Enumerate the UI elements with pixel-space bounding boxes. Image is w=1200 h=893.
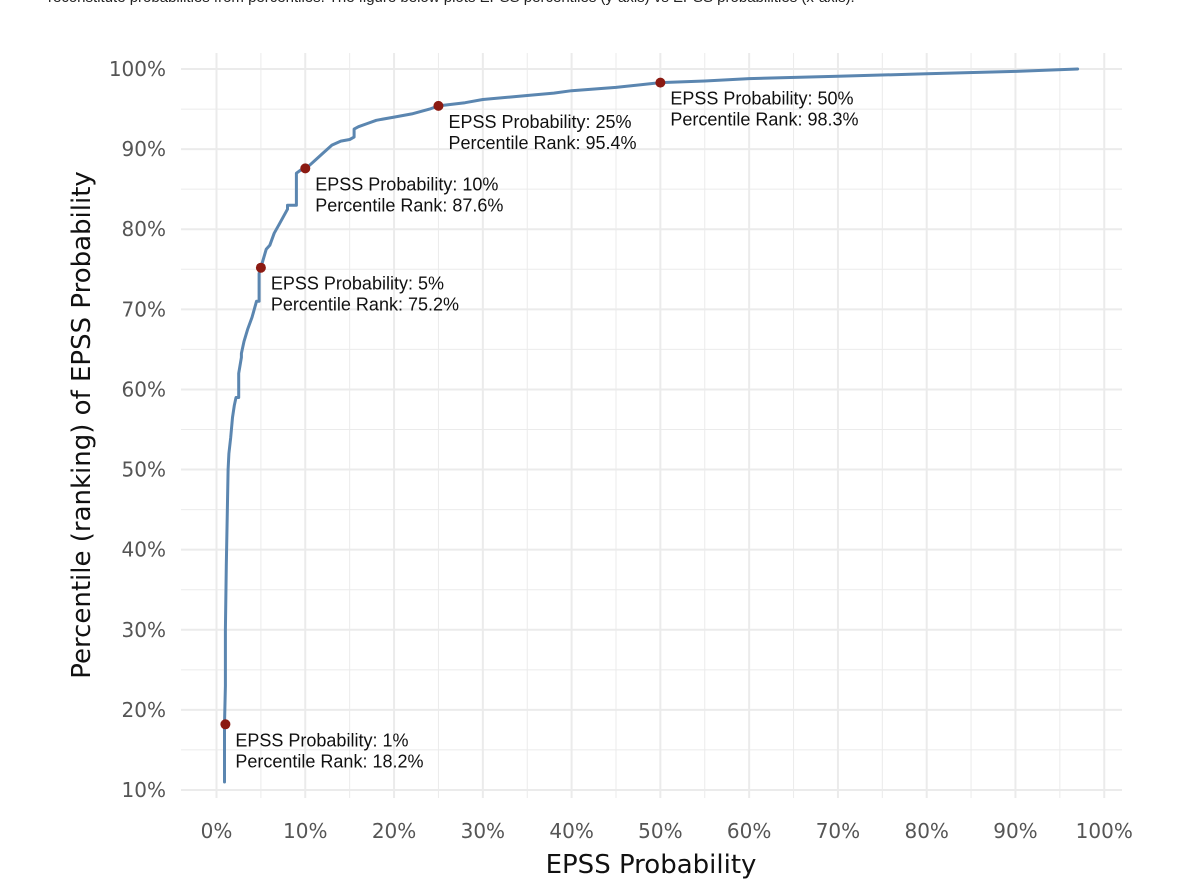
annotation-probability: EPSS Probability: 50% (670, 89, 853, 109)
annotation-percentile: Percentile Rank: 87.6% (315, 195, 503, 215)
figure-caption: reconstitute probabilities from percenti… (48, 0, 1168, 8)
x-axis-title: EPSS Probability (546, 850, 757, 880)
highlight-point (300, 163, 311, 174)
y-tick-label: 20% (122, 698, 166, 722)
annotation-probability: EPSS Probability: 5% (271, 274, 444, 294)
x-tick-label: 0% (201, 819, 233, 843)
annotation-probability: EPSS Probability: 1% (235, 730, 408, 750)
annotation-percentile: Percentile Rank: 98.3% (670, 110, 858, 130)
x-tick-label: 50% (638, 819, 682, 843)
y-tick-label: 30% (122, 618, 166, 642)
y-tick-label: 60% (122, 377, 166, 401)
tick-labels: 0% 10% 20% 30% 40% 50% 60% 70% 80% 90% 100% 10% 20% 3… (109, 57, 1133, 843)
x-tick-label: 90% (993, 819, 1037, 843)
highlight-point (433, 100, 444, 111)
annotation-percentile: Percentile Rank: 75.2% (271, 295, 459, 315)
highlight-point (255, 262, 266, 273)
x-tick-label: 60% (727, 819, 771, 843)
annotations: EPSS Probability: 1%Percentile Rank: 18.… (235, 89, 858, 772)
x-tick-label: 70% (816, 819, 860, 843)
annotation-percentile: Percentile Rank: 18.2% (235, 751, 423, 771)
x-tick-label: 20% (372, 819, 416, 843)
series-line-group (223, 67, 1080, 784)
y-axis-title: Percentile (ranking) of EPSS Probability (67, 171, 97, 679)
series-line (223, 67, 1080, 784)
x-tick-label: 100% (1076, 819, 1133, 843)
x-tick-label: 10% (283, 819, 327, 843)
grid (181, 53, 1122, 798)
y-tick-label: 90% (122, 137, 166, 161)
annotation-probability: EPSS Probability: 10% (315, 174, 498, 194)
x-tick-label: 40% (549, 819, 593, 843)
y-tick-label: 40% (122, 538, 166, 562)
annotation-probability: EPSS Probability: 25% (448, 112, 631, 132)
y-tick-label: 10% (122, 778, 166, 802)
y-tick-label: 100% (109, 57, 166, 81)
y-tick-label: 80% (122, 217, 166, 241)
y-tick-label: 70% (122, 297, 166, 321)
x-tick-label: 80% (904, 819, 948, 843)
x-tick-label: 30% (461, 819, 505, 843)
highlight-point (655, 77, 666, 88)
annotation-percentile: Percentile Rank: 95.4% (448, 133, 636, 153)
highlight-points (220, 77, 666, 730)
highlight-point (220, 719, 231, 730)
y-tick-label: 50% (122, 458, 166, 482)
